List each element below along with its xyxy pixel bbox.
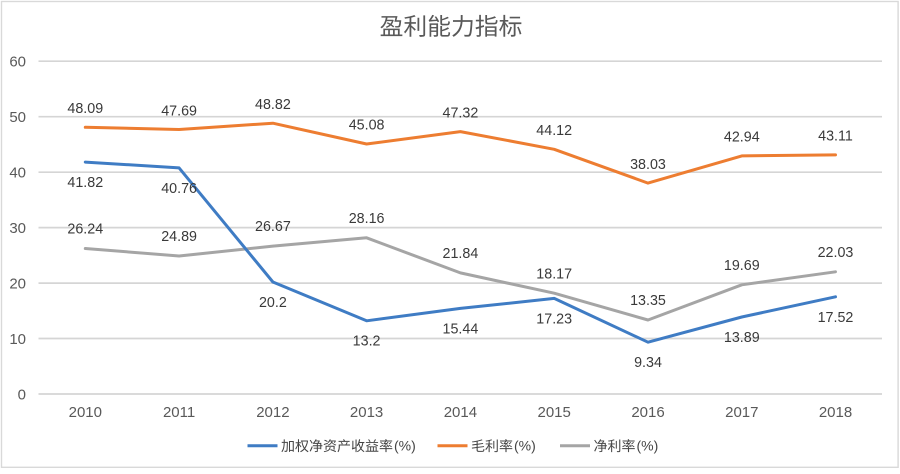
svg-text:20.2: 20.2 <box>259 295 287 311</box>
svg-text:60: 60 <box>9 54 26 71</box>
svg-text:2016: 2016 <box>631 404 664 421</box>
svg-text:2018: 2018 <box>819 404 852 421</box>
svg-text:43.11: 43.11 <box>818 129 853 145</box>
svg-text:20: 20 <box>9 276 26 293</box>
svg-text:38.03: 38.03 <box>630 157 666 173</box>
svg-text:22.03: 22.03 <box>818 245 854 261</box>
svg-text:2014: 2014 <box>444 404 477 421</box>
svg-text:30: 30 <box>9 220 26 237</box>
svg-text:26.24: 26.24 <box>67 222 103 238</box>
svg-text:41.82: 41.82 <box>67 175 103 191</box>
svg-text:13.2: 13.2 <box>353 334 381 350</box>
svg-text:40.76: 40.76 <box>161 181 197 197</box>
svg-text:47.69: 47.69 <box>161 103 197 119</box>
svg-text:48.82: 48.82 <box>255 97 291 113</box>
svg-text:17.23: 17.23 <box>536 311 572 327</box>
svg-text:18.17: 18.17 <box>536 266 572 282</box>
svg-text:(%): (%) <box>514 438 536 454</box>
svg-text:2011: 2011 <box>163 404 195 421</box>
svg-text:28.16: 28.16 <box>349 211 385 227</box>
svg-text:48.09: 48.09 <box>67 101 103 117</box>
svg-text:2012: 2012 <box>256 404 289 421</box>
svg-text:40: 40 <box>9 165 26 182</box>
svg-text:0: 0 <box>18 386 26 403</box>
svg-text:9.34: 9.34 <box>634 355 662 371</box>
svg-text:(%): (%) <box>394 438 416 454</box>
svg-text:26.67: 26.67 <box>255 219 291 235</box>
svg-text:42.94: 42.94 <box>724 130 760 146</box>
svg-text:21.84: 21.84 <box>443 246 479 262</box>
svg-text:10: 10 <box>9 331 26 348</box>
svg-text:2015: 2015 <box>538 404 571 421</box>
svg-text:13.35: 13.35 <box>630 293 666 309</box>
svg-text:2017: 2017 <box>725 404 758 421</box>
svg-text:2013: 2013 <box>350 404 383 421</box>
svg-text:44.12: 44.12 <box>536 123 572 139</box>
svg-text:45.08: 45.08 <box>349 118 385 134</box>
svg-text:24.89: 24.89 <box>161 229 197 245</box>
svg-text:17.52: 17.52 <box>818 310 854 326</box>
svg-text:2010: 2010 <box>69 404 102 421</box>
svg-text:47.32: 47.32 <box>443 105 479 121</box>
svg-text:50: 50 <box>9 109 26 126</box>
svg-text:13.89: 13.89 <box>724 330 760 346</box>
svg-text:15.44: 15.44 <box>443 321 479 337</box>
svg-text:19.69: 19.69 <box>724 258 760 274</box>
svg-text:(%): (%) <box>637 438 659 454</box>
